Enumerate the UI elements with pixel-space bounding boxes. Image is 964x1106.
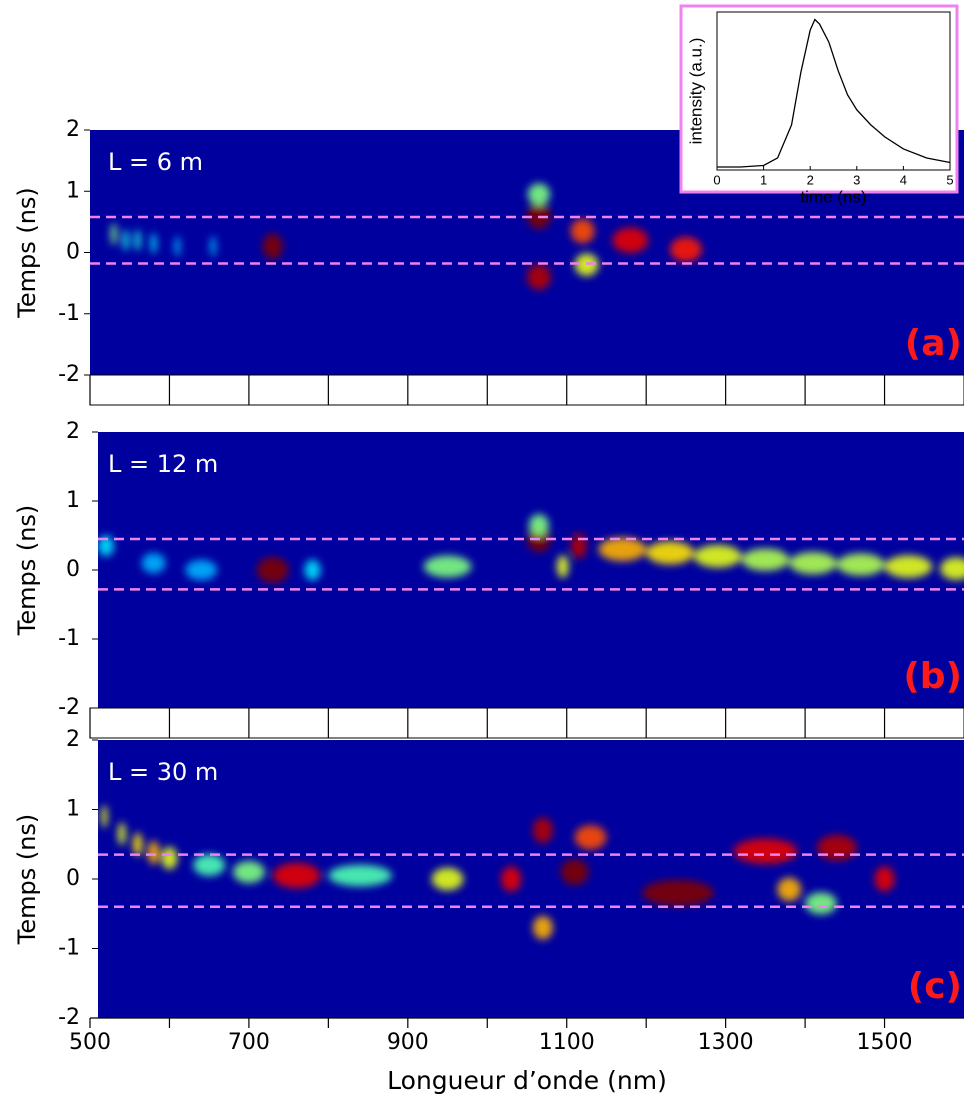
x-tick-label: 3	[853, 172, 860, 187]
spot	[134, 229, 141, 251]
spot	[272, 862, 321, 889]
panel-title: L = 12 m	[108, 450, 218, 478]
spot	[132, 832, 143, 856]
spot	[122, 229, 129, 251]
y-tick-label: -2	[58, 695, 80, 720]
spot	[874, 866, 895, 892]
x-tick-label: 1	[760, 172, 767, 187]
spot	[646, 541, 694, 565]
x-tick-label: 900	[387, 1030, 429, 1055]
spot	[884, 555, 933, 578]
y-tick-label: 1	[66, 797, 80, 822]
spot	[789, 551, 837, 575]
y-tick-label: 1	[66, 488, 80, 513]
y-tick-label: -1	[58, 936, 80, 961]
tick-strip	[89, 707, 964, 739]
spot	[733, 838, 798, 864]
spot	[642, 879, 714, 906]
plot-background	[98, 740, 964, 1018]
x-axis-label: Longueur d’onde (nm)	[387, 1066, 667, 1095]
spot	[570, 533, 587, 559]
y-tick-label: -2	[58, 1005, 80, 1030]
spot	[741, 548, 790, 571]
spot	[612, 227, 649, 253]
y-tick-label: -1	[58, 626, 80, 651]
y-axis-label: Temps (ns)	[13, 505, 41, 637]
spot	[256, 557, 289, 583]
y-tick-label: 0	[66, 240, 80, 265]
spot	[141, 552, 166, 574]
x-tick-label: 500	[69, 1030, 111, 1055]
spot	[693, 544, 742, 568]
panel-label: (b)	[903, 656, 962, 697]
spot	[431, 867, 464, 891]
spot	[527, 264, 551, 290]
spots	[110, 183, 702, 290]
y-tick-label: 0	[66, 866, 80, 891]
x-tick-label: 4	[900, 172, 907, 187]
spot	[110, 223, 117, 246]
spot	[528, 514, 549, 537]
x-tick-label: 1500	[857, 1030, 913, 1055]
y-axis-label: Temps (ns)	[13, 187, 41, 319]
y-tick-label: 2	[66, 117, 80, 142]
x-tick-label: 1300	[698, 1030, 754, 1055]
y-tick-label: -2	[58, 362, 80, 387]
spot	[560, 859, 589, 886]
x-axis-label: time (ns)	[800, 187, 866, 206]
spot	[777, 877, 802, 902]
x-tick-label: 700	[228, 1030, 270, 1055]
spot	[161, 846, 178, 870]
spot	[940, 557, 964, 581]
y-axis-label: intensity (a.u.)	[686, 38, 705, 145]
y-tick-label: 0	[66, 557, 80, 582]
y-axis-label: Temps (ns)	[13, 814, 41, 946]
spot	[598, 537, 647, 562]
spots	[101, 805, 895, 940]
panel-title: L = 6 m	[108, 148, 203, 176]
x-tick-label: 2	[807, 172, 814, 187]
spot	[262, 233, 283, 260]
panel-label: (a)	[905, 323, 962, 364]
spot	[574, 825, 607, 850]
spot	[805, 892, 837, 915]
spot	[836, 553, 885, 576]
spot	[532, 817, 553, 844]
spot	[150, 232, 157, 254]
spot	[570, 218, 595, 244]
x-tick-label: 0	[713, 172, 720, 187]
y-tick-label: 2	[66, 727, 80, 752]
panel-label: (c)	[908, 966, 962, 1007]
spot	[328, 864, 392, 887]
y-tick-label: 2	[66, 419, 80, 444]
spot	[233, 861, 265, 884]
y-tick-label: -1	[58, 301, 80, 326]
spot	[210, 236, 217, 257]
x-tick-label: 1100	[539, 1030, 595, 1055]
panel-title: L = 30 m	[108, 758, 218, 786]
spot	[670, 237, 702, 262]
tick-strip	[89, 374, 964, 406]
spot	[185, 559, 218, 581]
spot	[304, 559, 321, 581]
spot	[817, 834, 857, 861]
spot	[556, 555, 569, 578]
spot	[527, 183, 551, 206]
spot	[117, 822, 126, 846]
spot	[147, 840, 160, 865]
spot	[423, 555, 472, 578]
plot-background	[98, 432, 964, 708]
line	[717, 18, 951, 168]
inset-frame	[679, 4, 959, 194]
y-tick-label: 1	[66, 178, 80, 203]
x-tick-label: 5	[946, 172, 953, 187]
spot	[101, 805, 108, 828]
inset-plot	[716, 11, 951, 171]
spot	[98, 535, 114, 557]
spot	[501, 866, 522, 892]
spot	[532, 915, 553, 940]
spot	[174, 236, 181, 257]
spot	[193, 854, 226, 876]
